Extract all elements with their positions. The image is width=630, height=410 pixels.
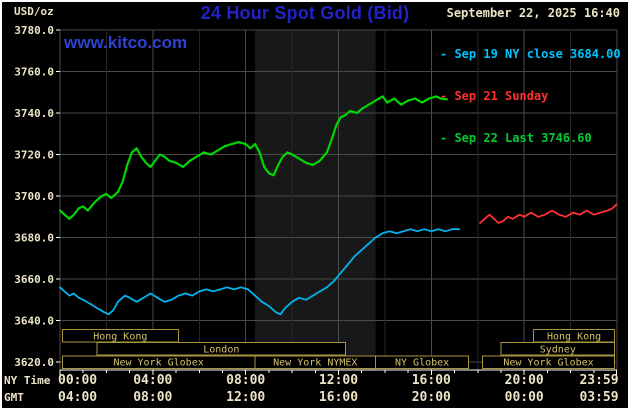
- legend-item-sunday: - Sep 21 Sunday: [440, 89, 549, 103]
- x-tick-label-ny: 08:00: [226, 373, 265, 388]
- session-box: [533, 329, 616, 343]
- kitco-watermark-link[interactable]: www.kitco.com: [64, 33, 188, 52]
- x-tick-label-gmt: 16:00: [319, 390, 358, 405]
- series-sep-19-ny-close-3684-00: [59, 228, 461, 316]
- nymex-session-band: [255, 30, 376, 370]
- x-tick-label-ny: 16:00: [412, 373, 451, 388]
- x-tick-label-ny: 04:00: [133, 373, 172, 388]
- session-box: [375, 355, 469, 369]
- session-box: [481, 355, 616, 369]
- session-label: New York Globex: [113, 358, 203, 369]
- x-tick-label-ny: 00:00: [58, 373, 97, 388]
- y-tick-label: 3700.0: [14, 190, 54, 203]
- session-box: [61, 329, 179, 343]
- y-axis-unit-label: USD/oz: [14, 5, 54, 18]
- x-tick-label-ny: 12:00: [319, 373, 358, 388]
- session-label: NY Globex: [395, 358, 449, 369]
- y-tick-label: 3660.0: [14, 273, 54, 286]
- session-label: London: [203, 345, 239, 356]
- y-tick-label: 3780.0: [14, 24, 54, 37]
- x-tick-label-gmt: 12:00: [226, 390, 265, 405]
- series-sep-21-sunday: [479, 203, 618, 224]
- series-sep-22-last-3746-60: [58, 95, 448, 220]
- x-tick-label-gmt: 04:00: [58, 390, 97, 405]
- y-tick-label: 3620.0: [14, 356, 54, 369]
- x-tick-label-gmt: 03:59: [579, 390, 618, 405]
- chart-title: 24 Hour Spot Gold (Bid): [200, 3, 410, 23]
- y-tick-label: 3740.0: [14, 107, 54, 120]
- y-tick-label: 3680.0: [14, 232, 54, 245]
- session-box: [96, 342, 346, 356]
- y-tick-label: 3720.0: [14, 149, 54, 162]
- x-tick-label-gmt: 08:00: [133, 390, 172, 405]
- x-tick-label-gmt: 20:00: [412, 390, 451, 405]
- chart-datetime: September 22, 2025 16:40: [446, 6, 620, 20]
- x-tick-label-ny: 23:59: [579, 373, 618, 388]
- gmt-axis-caption: GMT: [4, 391, 24, 404]
- ny-time-axis-caption: NY Time: [4, 374, 51, 387]
- legend-item-prev-close: - Sep 19 NY close 3684.00: [440, 47, 621, 61]
- legend-item-last: - Sep 22 Last 3746.60: [440, 131, 592, 145]
- session-label: Sydney: [540, 345, 576, 356]
- session-label: Hong Kong: [547, 331, 601, 342]
- session-label: New York NYMEX: [273, 358, 357, 369]
- x-tick-label-gmt: 00:00: [505, 390, 544, 405]
- session-label: New York Globex: [503, 358, 593, 369]
- legend: - Sep 19 NY close 3684.00 - Sep 21 Sunda…: [440, 19, 621, 173]
- session-label: Hong Kong: [93, 331, 147, 342]
- y-tick-label: 3640.0: [14, 315, 54, 328]
- x-tick-label-ny: 20:00: [505, 373, 544, 388]
- y-tick-label: 3760.0: [14, 66, 54, 79]
- session-box: [500, 342, 616, 356]
